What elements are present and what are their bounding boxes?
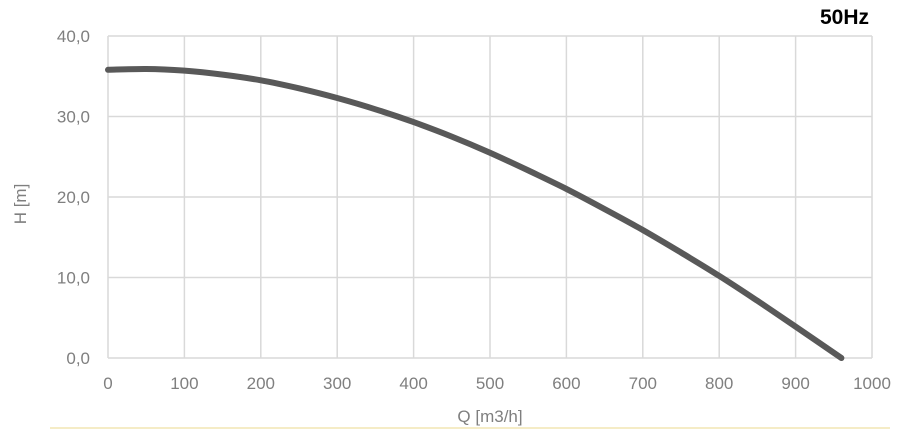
x-tick-label: 300 bbox=[323, 374, 351, 393]
x-tick-label: 100 bbox=[170, 374, 198, 393]
y-axis-label: H [m] bbox=[11, 184, 30, 225]
y-axis-tick-labels: 0,0 10,0 20,0 30,0 40,0 bbox=[57, 27, 90, 368]
series-layer bbox=[105, 65, 845, 361]
y-tick-label: 40,0 bbox=[57, 27, 90, 46]
x-tick-label: 700 bbox=[629, 374, 657, 393]
x-tick-label: 400 bbox=[399, 374, 427, 393]
y-tick-label: 10,0 bbox=[57, 269, 90, 288]
x-tick-label: 1000 bbox=[853, 374, 891, 393]
frequency-badge: 50Hz bbox=[820, 6, 869, 29]
x-axis-tick-labels: 0 100 200 300 400 500 600 700 800 900 1000 bbox=[103, 374, 891, 393]
y-tick-label: 20,0 bbox=[57, 188, 90, 207]
x-tick-label: 900 bbox=[781, 374, 809, 393]
x-tick-label: 200 bbox=[247, 374, 275, 393]
vertical-gridlines bbox=[107, 36, 873, 358]
x-tick-label: 800 bbox=[705, 374, 733, 393]
head-flow-curve bbox=[105, 65, 845, 361]
y-tick-label: 0,0 bbox=[66, 349, 90, 368]
x-tick-label: 0 bbox=[103, 374, 112, 393]
x-axis-label: Q [m3/h] bbox=[457, 407, 522, 426]
y-tick-label: 30,0 bbox=[57, 108, 90, 127]
x-tick-label: 500 bbox=[476, 374, 504, 393]
x-tick-label: 600 bbox=[552, 374, 580, 393]
